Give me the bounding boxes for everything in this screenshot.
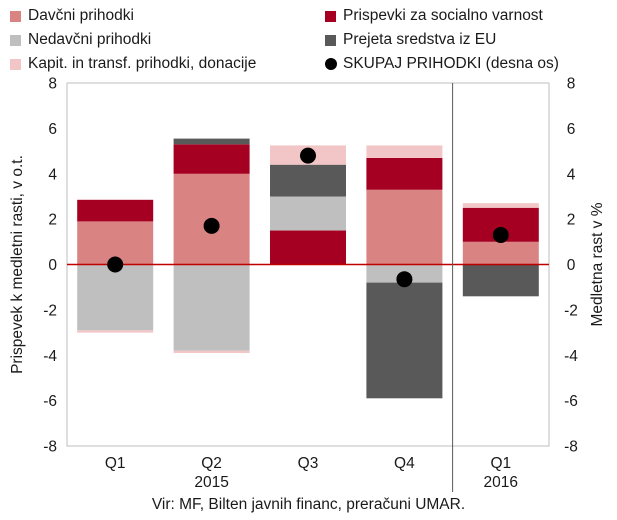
y-tick-label: 6 <box>48 121 57 138</box>
y-axis-label: Prispevek k medletni rasti, v o.t. <box>9 155 26 374</box>
y-axis-right: -8 -6 -4 -2 0 2 4 6 8 <box>564 76 578 456</box>
total-marker <box>300 147 316 164</box>
bar-segment <box>77 264 154 331</box>
bar-segment <box>270 196 346 231</box>
legend-label: SKUPAJ PRIHODKI (desna os) <box>343 55 559 72</box>
bar-segment <box>366 282 443 399</box>
y-axis-left: -8 -6 -4 -2 0 2 4 6 8 <box>43 76 57 456</box>
bar-segment <box>270 164 346 197</box>
total-marker <box>396 271 413 288</box>
bar-segment <box>173 350 250 353</box>
total-marker <box>203 217 220 234</box>
legend-swatch <box>10 34 21 46</box>
y-tick-label: -2 <box>43 302 57 319</box>
legend-dot <box>325 58 337 70</box>
y2-tick-label: -2 <box>564 302 578 319</box>
legend-label: Davčni prihodki <box>28 7 134 24</box>
legend-swatch <box>325 34 336 46</box>
y-tick-label: -8 <box>43 439 57 456</box>
total-markers <box>107 147 509 288</box>
legend-label: Nedavčni prihodki <box>28 31 152 48</box>
bar-segment <box>462 203 539 208</box>
legend-label: Prejeta sredstva iz EU <box>343 31 497 48</box>
y2-tick-label: 2 <box>567 212 576 229</box>
legend-item-skupaj: SKUPAJ PRIHODKI (desna os) <box>325 55 559 73</box>
legend-label: Kapit. in transf. prihodki, donacije <box>28 55 257 72</box>
y2-tick-label: -8 <box>564 439 578 456</box>
legend-swatch <box>325 10 336 22</box>
y2-tick-label: 6 <box>567 121 576 138</box>
x-tick-label: Q1 <box>105 455 126 472</box>
bar-segment <box>462 241 539 265</box>
y-tick-label: 0 <box>48 257 57 274</box>
x-tick-label: Q1 <box>490 455 511 472</box>
x-tick-label: Q3 <box>298 455 319 472</box>
bar-segment <box>270 230 346 265</box>
y2-axis-label: Medletna rast v % <box>589 202 606 326</box>
bar-segment <box>366 157 443 190</box>
bar-segment <box>462 264 539 297</box>
x-tick-label: Q4 <box>394 455 415 472</box>
bar-segment <box>366 189 443 265</box>
legend: Davčni prihodki Nedavčni prihodki Kapit.… <box>0 0 617 75</box>
bar-segment <box>77 199 154 222</box>
legend-item-prispevki: Prispevki za socialno varnost <box>325 7 543 25</box>
legend-swatch <box>10 10 21 22</box>
y2-tick-label: 8 <box>567 76 576 93</box>
x-tick-label: Q2 <box>201 455 222 472</box>
bars <box>77 138 539 399</box>
y-tick-label: -4 <box>43 348 57 365</box>
bar-segment <box>366 145 443 158</box>
y2-tick-label: -6 <box>564 393 578 410</box>
bar-segment <box>173 138 250 145</box>
x-axis: Q1 Q2 Q3 Q4 Q1 2015 2016 <box>105 455 518 491</box>
y-tick-label: 8 <box>48 76 57 93</box>
bar-segment <box>173 264 250 351</box>
y2-tick-label: 0 <box>567 257 576 274</box>
bar-segment <box>77 330 154 333</box>
total-marker <box>107 256 124 273</box>
year-label: 2015 <box>194 474 228 491</box>
legend-item-davcni: Davčni prihodki <box>10 7 134 25</box>
source-note: Vir: MF, Bilten javnih financ, preračuni… <box>151 496 466 513</box>
y-tick-label: 2 <box>48 212 57 229</box>
legend-item-eu: Prejeta sredstva iz EU <box>325 31 496 49</box>
legend-label: Prispevki za socialno varnost <box>343 7 543 24</box>
y2-tick-label: 4 <box>567 166 576 183</box>
year-label: 2016 <box>484 474 518 491</box>
total-marker <box>492 227 509 243</box>
y-tick-label: -6 <box>43 393 57 410</box>
y-tick-label: 4 <box>48 166 57 183</box>
legend-item-nedavcni: Nedavčni prihodki <box>10 31 151 49</box>
y2-tick-label: -4 <box>564 348 578 365</box>
bar-segment <box>173 144 250 174</box>
legend-item-kapit: Kapit. in transf. prihodki, donacije <box>10 55 256 73</box>
legend-swatch <box>10 58 21 70</box>
